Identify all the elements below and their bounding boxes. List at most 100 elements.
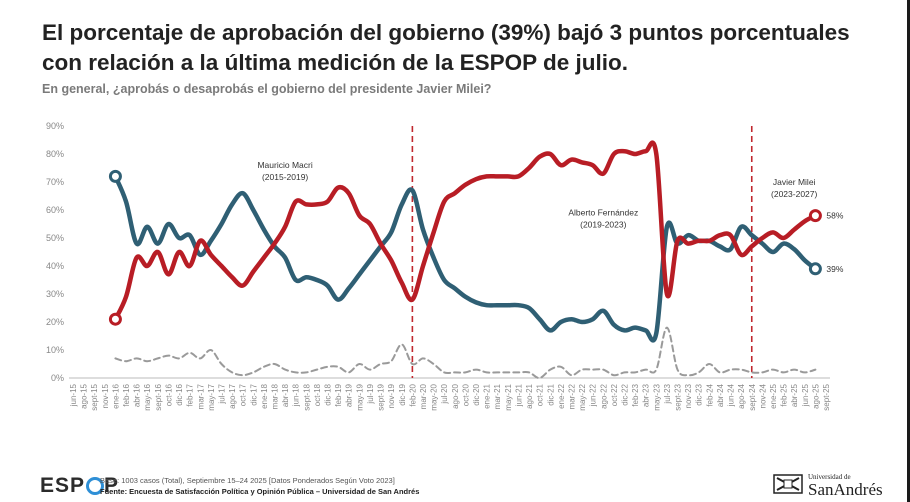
x-tick-label: feb-16	[122, 383, 131, 406]
espop-logo: ESP P	[40, 474, 120, 497]
x-tick-label: may-17	[207, 383, 216, 410]
chart-title: El porcentaje de aprobación del gobierno…	[42, 20, 850, 75]
x-tick-label: mar-21	[493, 383, 502, 409]
x-tick-label: nov-23	[684, 383, 693, 408]
x-tick-label: oct-18	[313, 383, 322, 406]
y-tick-label: 20%	[46, 317, 64, 327]
x-tick-label: oct-22	[610, 383, 619, 406]
y-tick-label: 50%	[46, 233, 64, 243]
x-tick-label: abr-19	[345, 383, 354, 407]
period-annotation: Javier Milei (2023-2027)	[771, 177, 817, 199]
end-value-label: 39%	[826, 264, 843, 274]
x-tick-label: dic-20	[472, 383, 481, 405]
x-tick-label: oct-20	[461, 383, 470, 406]
y-tick-label: 10%	[46, 345, 64, 355]
x-tick-label: ago-17	[228, 383, 237, 408]
x-tick-label: may-23	[652, 383, 661, 410]
x-tick-label: ene-18	[260, 383, 269, 408]
series-line-approve	[113, 174, 818, 343]
footer-base-note: Base: 1003 casos (Total), Septiembre 15–…	[100, 476, 395, 485]
x-tick-label: jun-21	[514, 383, 523, 407]
x-tick-label: may-21	[504, 383, 513, 410]
period-annotation: Mauricio Macri (2015-2019)	[257, 160, 312, 182]
x-tick-label: ene-16	[111, 383, 120, 408]
x-tick-label: sept-16	[154, 383, 163, 410]
logo-o-ring	[86, 477, 105, 496]
marker-approve	[108, 169, 122, 183]
x-tick-label: ene-22	[557, 383, 566, 408]
x-tick-label: oct-21	[536, 383, 545, 406]
x-tick-label: jul-19	[366, 383, 375, 404]
x-tick-label: dic-16	[175, 383, 184, 405]
x-tick-label: feb-24	[705, 383, 714, 406]
y-tick-label: 60%	[46, 205, 64, 215]
marker-disapprove	[108, 312, 122, 326]
x-tick-label: abr-24	[716, 383, 725, 407]
x-tick-label: jul-23	[663, 383, 672, 404]
end-value-label: 58%	[826, 211, 843, 221]
x-tick-label: dic-18	[324, 383, 333, 405]
x-tick-label: ago-25	[811, 383, 820, 408]
y-tick-label: 70%	[46, 177, 64, 187]
period-annotation-line: Mauricio Macri	[257, 160, 312, 170]
x-tick-label: mar-17	[196, 383, 205, 409]
chart-subtitle: En general, ¿aprobás o desaprobás el gob…	[42, 82, 492, 96]
x-tick-label: dic-23	[695, 383, 704, 405]
period-annotation-line: (2023-2027)	[771, 189, 817, 199]
x-tick-label: nov-15	[101, 383, 110, 408]
x-tick-label: ago-21	[525, 383, 534, 408]
y-tick-label: 40%	[46, 261, 64, 271]
x-tick-label: may-22	[578, 383, 587, 410]
x-tick-label: ago-24	[737, 383, 746, 408]
x-tick-label: jul-20	[440, 383, 449, 404]
x-tick-label: ago-15	[80, 383, 89, 408]
x-tick-label: feb-23	[631, 383, 640, 406]
x-tick-label: may-16	[143, 383, 152, 410]
period-annotation-line: Javier Milei	[773, 177, 816, 187]
footer-source: Fuente: Encuesta de Satisfacción Polític…	[100, 487, 420, 496]
x-tick-label: dic-22	[620, 383, 629, 405]
window-edge	[907, 0, 910, 502]
period-annotation-line: (2019-2023)	[580, 220, 626, 230]
x-tick-label: abr-18	[281, 383, 290, 407]
x-tick-label: jun-24	[727, 383, 736, 407]
x-tick-label: jul-17	[217, 383, 226, 404]
x-tick-label: feb-19	[334, 383, 343, 406]
x-tick-label: feb-20	[408, 383, 417, 406]
marker-disapprove	[808, 209, 822, 223]
x-tick-label: jun-15	[69, 383, 78, 407]
x-tick-label: dic-21	[546, 383, 555, 405]
x-tick-label: abr-23	[642, 383, 651, 407]
period-annotation-line: Alberto Fernández	[568, 208, 638, 218]
y-tick-label: 90%	[46, 121, 64, 131]
x-tick-label: sept-19	[377, 383, 386, 410]
series-line-disapprove	[113, 140, 818, 322]
x-tick-label: sept-15	[90, 383, 99, 410]
x-tick-label: jun-25	[801, 383, 810, 407]
university-label-small: Universidad de	[808, 473, 851, 481]
x-tick-label: ago-22	[599, 383, 608, 408]
x-tick-label: abr-25	[790, 383, 799, 407]
x-tick-label: mar-20	[419, 383, 428, 409]
period-annotation: Alberto Fernández (2019-2023)	[568, 208, 638, 230]
x-tick-label: oct-17	[239, 383, 248, 406]
marker-approve	[808, 262, 822, 276]
series-line-nsnc	[114, 326, 817, 380]
y-tick-label: 30%	[46, 289, 64, 299]
x-tick-label: feb-17	[186, 383, 195, 406]
x-tick-label: jun-18	[292, 383, 301, 407]
x-tick-label: sept-18	[302, 383, 311, 410]
x-tick-label: ago-20	[451, 383, 460, 408]
x-tick-label: ene-21	[483, 383, 492, 408]
x-tick-label: may-19	[355, 383, 364, 410]
university-label-big: SanAndrés	[808, 480, 883, 499]
x-tick-label: oct-16	[164, 383, 173, 406]
x-tick-label: nov-24	[758, 383, 767, 408]
y-tick-label: 0%	[51, 373, 64, 383]
x-tick-label: sept-23	[674, 383, 683, 410]
x-tick-label: may-20	[430, 383, 439, 410]
x-tick-label: ene-25	[769, 383, 778, 408]
x-tick-label: dic-17	[249, 383, 258, 405]
x-tick-label: nov-19	[387, 383, 396, 408]
x-tick-label: sept-24	[748, 383, 757, 410]
